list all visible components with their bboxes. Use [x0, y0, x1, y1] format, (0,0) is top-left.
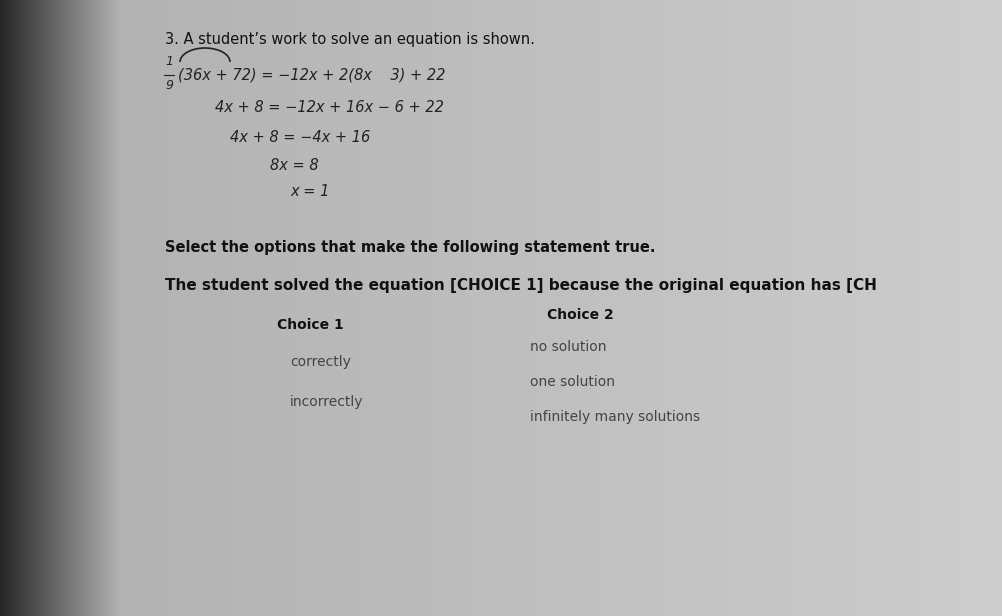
Text: 1: 1 [165, 55, 172, 68]
Text: Choice 1: Choice 1 [277, 318, 343, 332]
Text: (36x + 72) = −12x + 2(8x    3) + 22: (36x + 72) = −12x + 2(8x 3) + 22 [177, 68, 445, 83]
Text: one solution: one solution [529, 375, 614, 389]
Text: Choice 2: Choice 2 [546, 308, 613, 322]
Text: x = 1: x = 1 [290, 185, 329, 200]
Text: 4x + 8 = −12x + 16x − 6 + 22: 4x + 8 = −12x + 16x − 6 + 22 [214, 100, 444, 116]
Text: 4x + 8 = −4x + 16: 4x + 8 = −4x + 16 [229, 131, 370, 145]
Text: incorrectly: incorrectly [290, 395, 363, 409]
Text: The student solved the equation [CHOICE 1] because the original equation has [CH: The student solved the equation [CHOICE … [165, 278, 876, 293]
Text: no solution: no solution [529, 340, 606, 354]
Text: 3. A student’s work to solve an equation is shown.: 3. A student’s work to solve an equation… [165, 32, 534, 47]
Text: 8x = 8: 8x = 8 [270, 158, 319, 172]
Text: correctly: correctly [290, 355, 351, 369]
Text: 9: 9 [165, 79, 172, 92]
Text: Select the options that make the following statement true.: Select the options that make the followi… [165, 240, 655, 255]
Text: infinitely many solutions: infinitely many solutions [529, 410, 699, 424]
